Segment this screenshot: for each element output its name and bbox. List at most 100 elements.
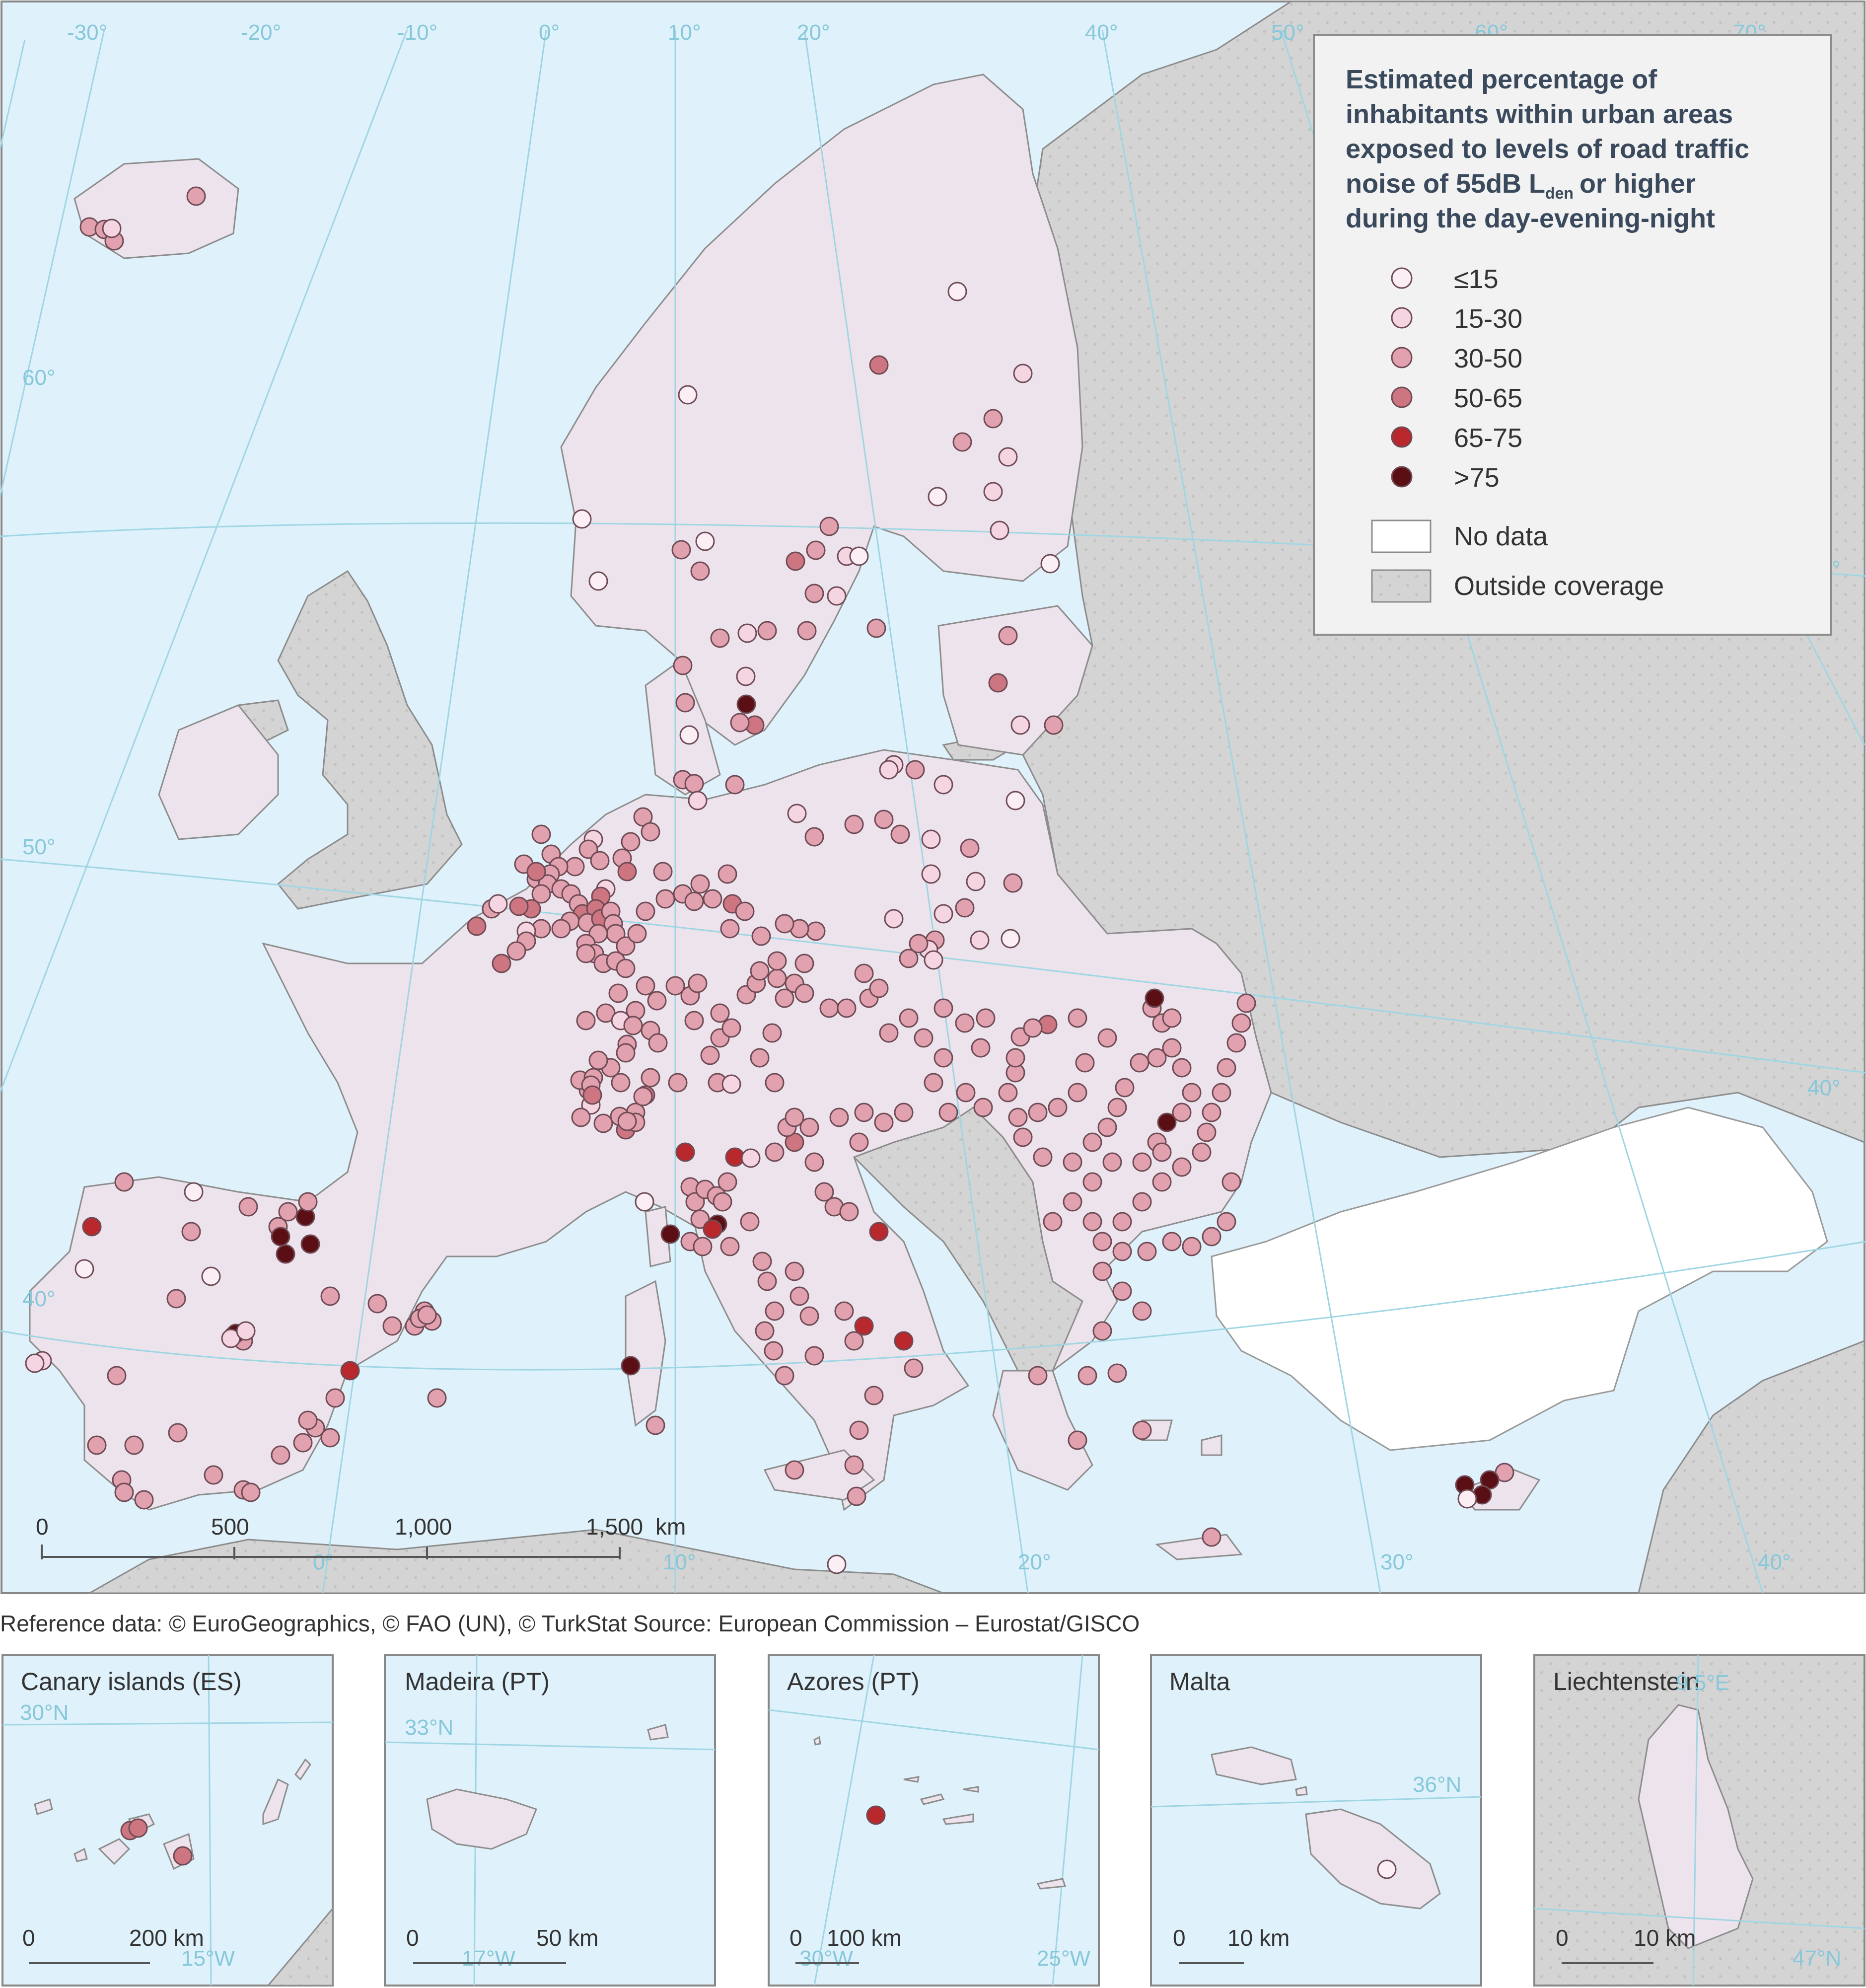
city-marker xyxy=(298,1192,318,1212)
city-marker xyxy=(933,775,953,795)
city-marker xyxy=(551,919,571,939)
city-marker xyxy=(1008,1107,1028,1127)
city-marker xyxy=(509,896,529,916)
city-marker xyxy=(1068,1430,1087,1450)
grat-label-top: -10° xyxy=(397,20,437,45)
city-marker xyxy=(849,1420,869,1440)
city-marker xyxy=(1092,1261,1112,1281)
city-marker xyxy=(1212,1083,1231,1103)
city-marker xyxy=(647,991,667,1011)
source-text: Reference data: © EuroGeographics, © FAO… xyxy=(0,1611,1140,1636)
city-marker xyxy=(829,1107,849,1127)
city-marker xyxy=(1077,1366,1097,1386)
inset-maps: Canary islands (ES) 30°N 15°W 0 200 km M… xyxy=(1,1654,1866,1987)
city-marker xyxy=(1082,1212,1102,1232)
city-marker xyxy=(506,941,526,961)
city-marker xyxy=(1172,1058,1192,1078)
city-marker xyxy=(973,1098,993,1117)
city-marker xyxy=(1132,1152,1152,1172)
inset-scale-label: 10 km xyxy=(1634,1925,1696,1951)
city-marker xyxy=(741,1148,761,1168)
city-marker xyxy=(1048,1098,1068,1117)
city-marker xyxy=(924,950,943,970)
city-marker xyxy=(804,1152,824,1172)
city-marker xyxy=(1097,1117,1117,1137)
city-marker xyxy=(1157,1112,1177,1132)
city-marker xyxy=(684,1011,704,1031)
city-marker xyxy=(690,561,710,581)
city-marker xyxy=(849,1132,869,1152)
city-marker xyxy=(340,1361,360,1381)
city-marker xyxy=(576,944,596,963)
city-marker xyxy=(718,864,737,884)
inset-title: Liechtenstein xyxy=(1553,1668,1700,1695)
legend-title-line: inhabitants within urban areas xyxy=(1346,99,1733,129)
city-marker xyxy=(834,1301,854,1321)
inset-title: Madeira (PT) xyxy=(405,1668,550,1695)
city-marker xyxy=(1132,1301,1152,1321)
city-marker xyxy=(827,1554,847,1574)
city-marker xyxy=(854,1103,874,1122)
city-marker xyxy=(1221,1172,1241,1192)
city-marker xyxy=(655,889,675,909)
city-marker xyxy=(582,1085,602,1105)
city-marker xyxy=(879,760,899,780)
city-marker xyxy=(293,1433,313,1453)
grat-label-bottom: 10° xyxy=(663,1550,696,1574)
city-marker xyxy=(762,1023,782,1043)
legend-outside-label: Outside coverage xyxy=(1454,571,1664,601)
city-marker xyxy=(1162,1008,1182,1028)
city-marker xyxy=(1097,1028,1117,1048)
city-marker xyxy=(531,884,551,904)
city-marker xyxy=(679,725,699,745)
city-marker xyxy=(718,1172,737,1192)
city-marker xyxy=(128,1818,148,1838)
city-marker xyxy=(1202,1103,1221,1122)
grat-label-left: 50° xyxy=(22,835,56,859)
city-marker xyxy=(1107,1098,1127,1117)
inset-grat-label: 36°N xyxy=(1413,1772,1461,1797)
city-marker xyxy=(955,898,975,918)
city-marker xyxy=(1013,1127,1033,1147)
city-marker xyxy=(1137,1242,1157,1261)
city-marker xyxy=(690,874,710,894)
city-marker xyxy=(588,1050,608,1070)
city-marker xyxy=(1130,1053,1149,1073)
legend-swatch-50-65 xyxy=(1391,386,1413,408)
city-marker xyxy=(799,1117,819,1137)
city-marker xyxy=(1132,1192,1152,1212)
city-marker xyxy=(1001,929,1020,949)
city-marker xyxy=(725,1147,745,1167)
city-marker xyxy=(621,832,641,852)
inset-scale-label: 0 xyxy=(789,1925,802,1951)
city-marker xyxy=(571,1107,591,1127)
city-marker xyxy=(827,586,847,606)
city-marker xyxy=(636,976,655,996)
city-marker xyxy=(1107,1363,1127,1383)
city-marker xyxy=(1226,1033,1246,1053)
city-marker xyxy=(578,839,598,859)
city-marker xyxy=(1005,791,1025,810)
inset-grat-label: 30°W xyxy=(799,1946,854,1971)
city-marker xyxy=(837,998,857,1018)
city-marker xyxy=(531,824,551,844)
legend-swatch-65-75 xyxy=(1391,426,1413,448)
city-marker xyxy=(107,1366,127,1386)
city-marker xyxy=(799,1306,819,1326)
city-marker xyxy=(764,1341,784,1361)
city-marker xyxy=(998,447,1018,467)
city-marker xyxy=(1377,1859,1397,1879)
city-marker xyxy=(839,1202,859,1222)
city-marker xyxy=(25,1353,45,1373)
city-marker xyxy=(952,432,972,452)
city-marker xyxy=(1217,1212,1236,1232)
city-marker xyxy=(866,618,886,638)
legend-swatch-le15 xyxy=(1391,267,1413,289)
legend-label: 65-75 xyxy=(1454,423,1522,453)
city-marker xyxy=(382,1316,402,1336)
city-marker xyxy=(695,531,715,551)
inset-title: Malta xyxy=(1169,1668,1230,1695)
legend-title-line: during the day-evening-night xyxy=(1346,204,1715,233)
city-marker xyxy=(751,926,771,946)
city-marker xyxy=(611,1073,631,1093)
